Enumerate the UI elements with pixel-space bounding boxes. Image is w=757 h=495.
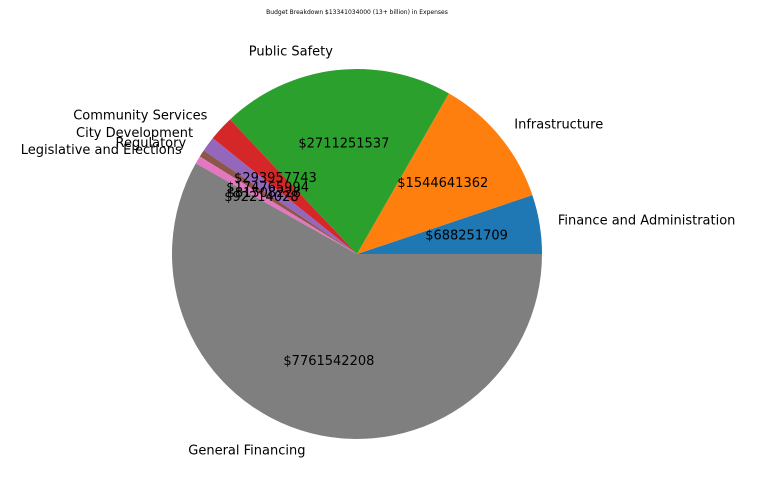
slice-community-services: [212, 119, 357, 254]
value-label-public-safety: $2711251537: [298, 136, 389, 151]
category-label-infrastructure: Infrastructure: [514, 117, 603, 132]
category-label-general-financing: General Financing: [188, 443, 305, 458]
slice-finance-and-administration: [357, 195, 542, 254]
value-label-general-financing: $7761542208: [283, 354, 374, 369]
category-labels: Finance and Administration Infrastructure…: [21, 44, 736, 458]
value-label-finance-and-administration: $688251709: [425, 229, 508, 244]
slice-city-development: [203, 138, 357, 254]
slice-regulatory: [199, 150, 357, 254]
category-label-city-development: City Development: [76, 126, 193, 141]
value-label-community-services: $293957743: [234, 171, 317, 186]
pie-slices: [171, 68, 542, 440]
value-label-city-development: $174765994: [226, 181, 309, 196]
category-label-finance-and-administration: Finance and Administration: [558, 214, 736, 229]
slice-infrastructure: [357, 93, 533, 255]
value-labels: $688251709 $1544641362 $2711251537 $2939577…: [224, 136, 508, 369]
category-label-public-safety: Public Safety: [249, 44, 333, 59]
value-label-infrastructure: $1544641362: [397, 176, 488, 191]
category-label-regulatory: Regulatory: [116, 136, 187, 151]
value-label-legislative-and-elections: $92214028: [224, 190, 298, 205]
category-label-community-services: Community Services: [73, 109, 207, 124]
value-label-regulatory: $81508228: [227, 186, 301, 201]
slice-legislative-and-elections: [195, 156, 357, 254]
slice-general-financing: [171, 163, 542, 440]
slice-public-safety: [230, 68, 449, 254]
chart-title: Budget Breakdown $13341034000 (13+ billi…: [266, 9, 448, 16]
category-label-legislative-and-elections: Legislative and Elections: [21, 143, 182, 158]
